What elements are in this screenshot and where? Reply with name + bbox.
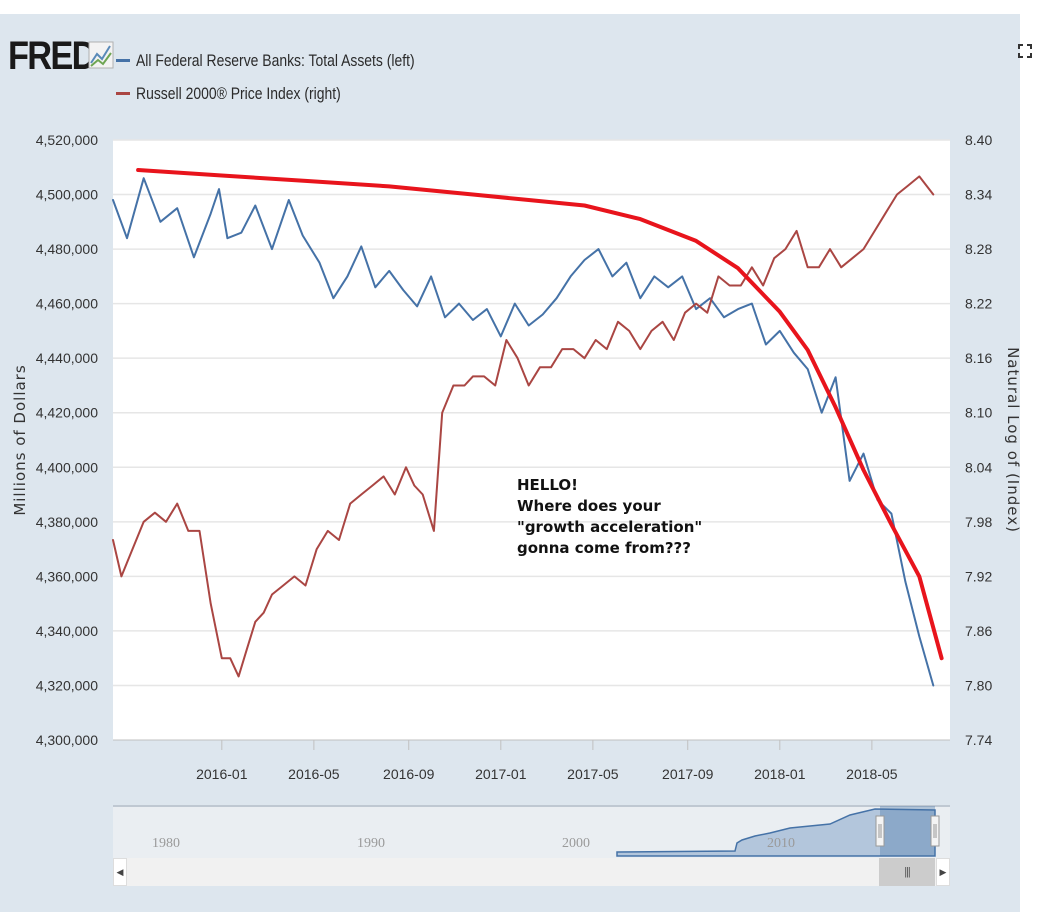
navigator-handle-right[interactable] <box>930 815 940 847</box>
legend-item-russell-2000[interactable]: Russell 2000® Price Index (right) <box>116 77 476 110</box>
x-tick-label: 2016-01 <box>196 766 248 782</box>
navigator-area <box>616 808 936 857</box>
x-tick-label: 2018-05 <box>846 766 898 782</box>
series-group <box>112 168 944 687</box>
top-strip <box>0 0 1044 14</box>
right-tick-label: 7.80 <box>965 677 992 693</box>
navigator-scrollbar[interactable]: ◀ ||| ▶ <box>113 858 950 886</box>
right-tick-label: 8.16 <box>965 350 992 366</box>
left-tick-label: 4,340,000 <box>36 623 98 639</box>
navigator-label: 1990 <box>357 836 385 851</box>
left-tick-label: 4,320,000 <box>36 677 98 693</box>
right-tick-label: 8.28 <box>965 241 992 257</box>
annotation-line-2: Where does your <box>517 497 661 515</box>
navigator-label: 1980 <box>152 836 180 851</box>
right-tick-label: 8.10 <box>965 405 992 421</box>
legend: All Federal Reserve Banks: Total Assets … <box>116 44 476 110</box>
annotation-line-1: HELLO! <box>517 476 578 494</box>
navigator-selection[interactable] <box>880 806 935 856</box>
x-axis-ticks <box>221 740 873 750</box>
legend-swatch <box>116 59 130 62</box>
right-tick-label: 8.04 <box>965 459 992 475</box>
scrollbar-thumb[interactable]: ||| <box>879 858 935 886</box>
fred-logo: FRED <box>8 34 96 78</box>
annotation-line-4: gonna come from??? <box>517 539 691 557</box>
legend-swatch <box>116 92 130 95</box>
left-tick-label: 4,380,000 <box>36 514 98 530</box>
x-tick-label: 2017-05 <box>567 766 619 782</box>
left-tick-label: 4,360,000 <box>36 568 98 584</box>
right-tick-label: 8.22 <box>965 296 992 312</box>
scroll-left-arrow-icon[interactable]: ◀ <box>113 858 127 886</box>
right-tick-label: 7.74 <box>965 732 992 748</box>
left-tick-label: 4,400,000 <box>36 459 98 475</box>
fred-graph-icon <box>88 41 114 69</box>
left-tick-label: 4,420,000 <box>36 405 98 421</box>
navigator-labels: 1980 1990 2000 2010 <box>152 836 795 851</box>
right-axis-ticks: 7.74 7.80 7.86 7.92 7.98 8.04 8.10 8.16 8.22 8.28… <box>965 132 992 748</box>
left-axis-ticks: 4,300,000 4,320,000 4,340,000 4,360,000 4,38… <box>36 132 98 748</box>
right-tick-label: 7.98 <box>965 514 992 530</box>
right-tick-label: 7.92 <box>965 568 992 584</box>
annotation-curve <box>136 168 944 661</box>
navigator-handle-left[interactable] <box>875 815 885 847</box>
left-tick-label: 4,520,000 <box>36 132 98 148</box>
right-tick-label: 8.40 <box>965 132 992 148</box>
legend-item-fed-assets[interactable]: All Federal Reserve Banks: Total Assets … <box>116 44 476 77</box>
navigator-label: 2000 <box>562 836 590 851</box>
left-tick-label: 4,300,000 <box>36 732 98 748</box>
plot-area <box>113 140 950 740</box>
legend-label: All Federal Reserve Banks: Total Assets … <box>136 50 415 70</box>
right-tick-label: 7.86 <box>965 623 992 639</box>
left-tick-label: 4,480,000 <box>36 241 98 257</box>
legend-label: Russell 2000® Price Index (right) <box>136 83 341 103</box>
x-axis-labels: 2016-01 2016-05 2016-09 2017-01 2017-05 2017-… <box>196 766 898 782</box>
left-tick-label: 4,500,000 <box>36 187 98 203</box>
x-tick-label: 2016-09 <box>383 766 435 782</box>
series-line-fed-assets <box>112 177 935 687</box>
series-line-russell-2000 <box>112 175 935 678</box>
x-tick-label: 2018-01 <box>754 766 806 782</box>
right-axis-title: Natural Log of (Index) <box>1004 347 1022 533</box>
right-tick-label: 8.34 <box>965 187 992 203</box>
right-strip <box>1020 14 1044 912</box>
left-axis-title: Millions of Dollars <box>11 364 29 515</box>
left-tick-label: 4,460,000 <box>36 296 98 312</box>
x-tick-label: 2016-05 <box>288 766 340 782</box>
annotation-text: HELLO! Where does your "growth accelerat… <box>517 475 702 559</box>
fullscreen-icon[interactable] <box>1018 44 1032 58</box>
navigator-label: 2010 <box>767 836 795 851</box>
left-tick-label: 4,440,000 <box>36 350 98 366</box>
x-tick-label: 2017-01 <box>475 766 527 782</box>
x-tick-label: 2017-09 <box>662 766 714 782</box>
annotation-line-3: "growth acceleration" <box>517 518 703 536</box>
scroll-right-arrow-icon[interactable]: ▶ <box>936 858 950 886</box>
